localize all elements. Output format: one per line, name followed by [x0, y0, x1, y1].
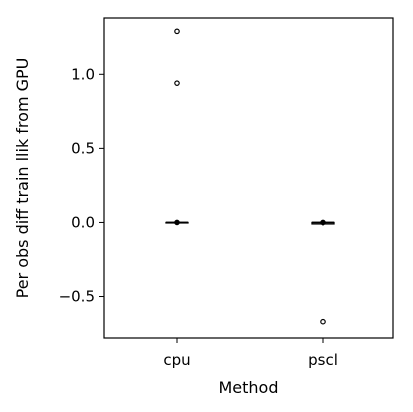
box-cpu: [165, 28, 189, 226]
outlier-point: [174, 80, 180, 86]
y-tick-label: −0.5: [59, 288, 95, 306]
y-tick-label: 0.5: [71, 139, 95, 157]
x-tick-label: cpu: [163, 351, 190, 369]
x-axis-label: Method: [218, 378, 278, 397]
median-point: [174, 219, 180, 226]
x-axis: cpu pscl: [163, 338, 338, 369]
box-pscl: [311, 219, 335, 325]
x-tick-label: pscl: [308, 351, 338, 369]
plot-frame: [103, 17, 394, 339]
y-axis: −0.5 0.0 0.5 1.0: [59, 65, 104, 306]
chart-marks: [165, 28, 335, 325]
y-tick-label: 1.0: [71, 65, 95, 83]
outlier-point: [174, 28, 180, 35]
y-axis-label: Per obs diff train llik from GPU: [13, 58, 32, 299]
median-point: [320, 219, 326, 226]
outlier-point: [320, 318, 326, 325]
y-tick-label: 0.0: [71, 213, 95, 231]
